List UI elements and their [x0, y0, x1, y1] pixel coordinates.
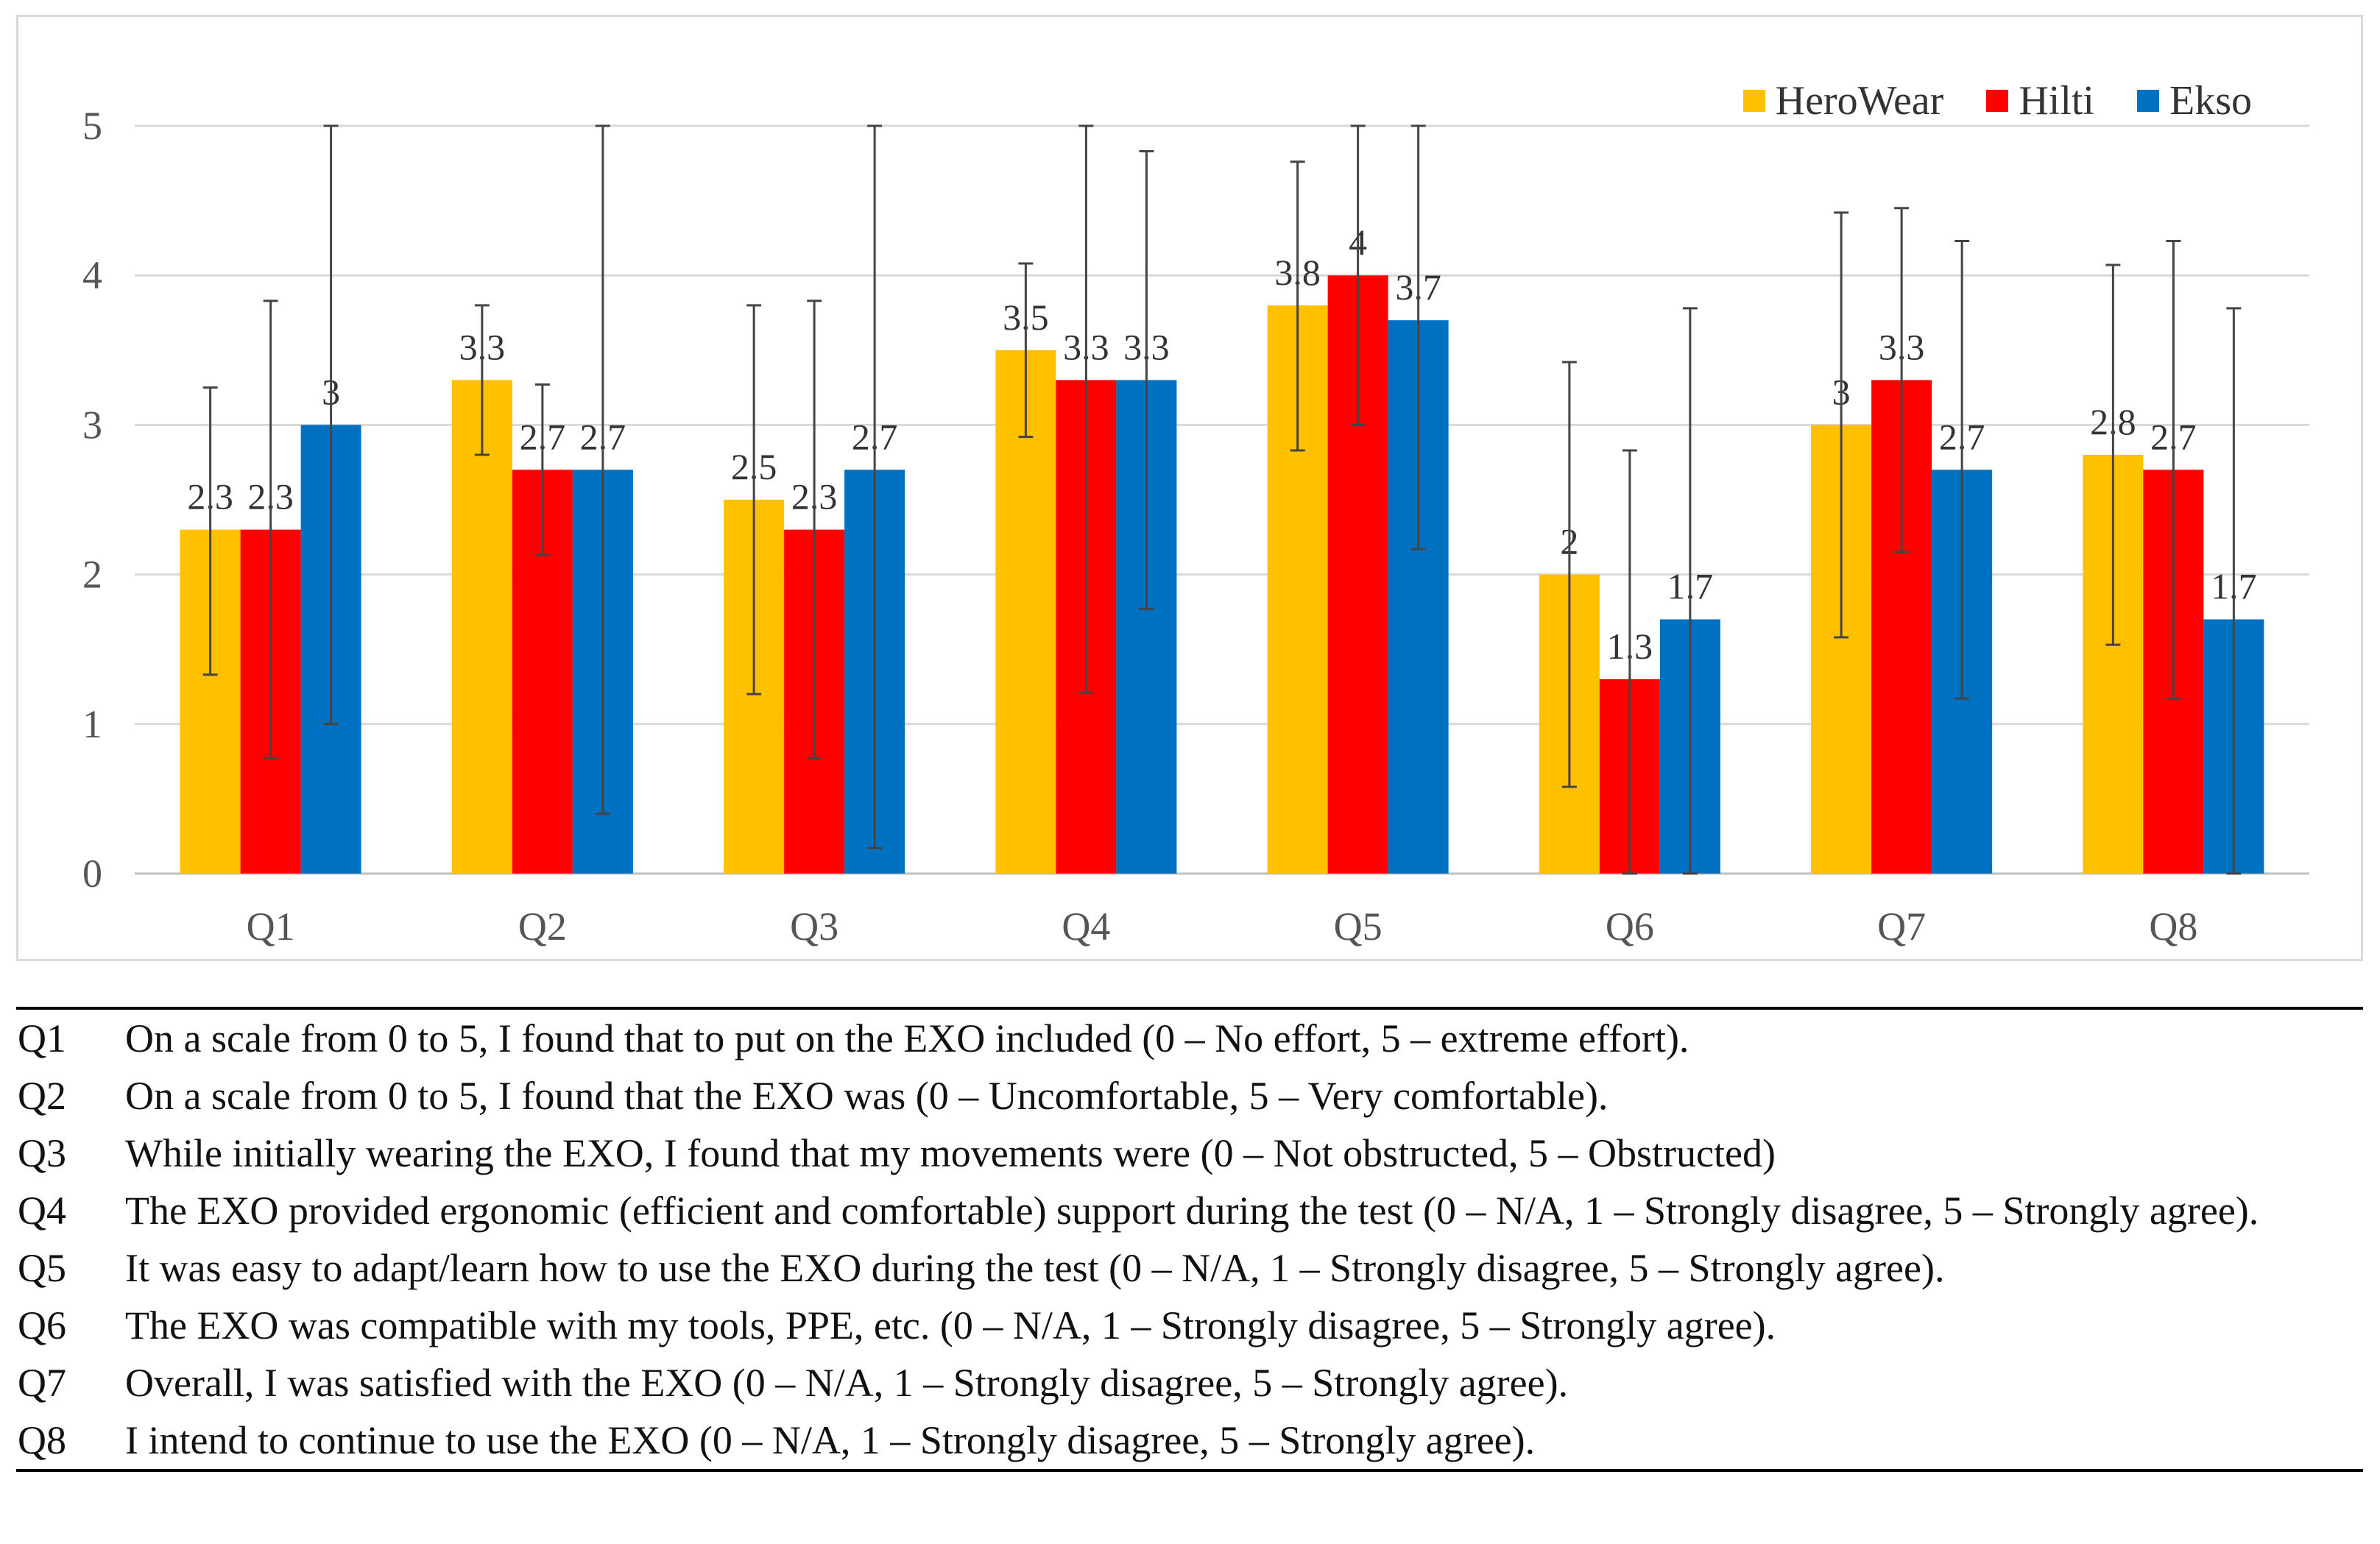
- table-bottom-rule: [16, 1469, 2363, 1472]
- question-row: Q8 I intend to continue to use the EXO (…: [16, 1412, 2363, 1469]
- question-text: While initially wearing the EXO, I found…: [125, 1131, 1776, 1175]
- y-tick-label: 1: [82, 702, 102, 746]
- question-row: Q5 It was easy to adapt/learn how to use…: [16, 1239, 2363, 1297]
- question-row: Q1 On a scale from 0 to 5, I found that …: [16, 1010, 2363, 1067]
- question-text: On a scale from 0 to 5, I found that to …: [125, 1016, 1689, 1060]
- question-id: Q3: [18, 1131, 66, 1175]
- chart-legend: HeroWear Hilti Ekso: [1742, 77, 2252, 124]
- question-row: Q4 The EXO provided ergonomic (efficient…: [16, 1182, 2363, 1239]
- question-row: Q3 While initially wearing the EXO, I fo…: [16, 1125, 2363, 1182]
- x-tick-label: Q1: [247, 904, 295, 949]
- legend-swatch-herowear: [1742, 90, 1765, 112]
- question-row: Q7 Overall, I was satisfied with the EXO…: [16, 1354, 2363, 1412]
- x-tick-label: Q7: [1877, 904, 1926, 949]
- legend-item-herowear[interactable]: HeroWear: [1742, 77, 1944, 124]
- table-top-rule: [16, 1007, 2363, 1010]
- legend-item-ekso[interactable]: Ekso: [2137, 77, 2252, 124]
- x-tick-label: Q5: [1334, 904, 1383, 949]
- question-id: Q4: [18, 1189, 66, 1233]
- x-tick-label: Q6: [1606, 904, 1654, 949]
- question-text: I intend to continue to use the EXO (0 –…: [125, 1418, 1536, 1462]
- question-text: The EXO was compatible with my tools, PP…: [125, 1303, 1776, 1348]
- legend-label-hilti: Hilti: [2019, 78, 2094, 124]
- question-id: Q1: [18, 1016, 66, 1060]
- question-legend-table: Q1 On a scale from 0 to 5, I found that …: [16, 1007, 2363, 1472]
- bar-herowear-q2: [451, 380, 512, 874]
- y-tick-label: 4: [82, 253, 102, 297]
- question-id: Q6: [18, 1303, 66, 1348]
- y-tick-label: 0: [82, 851, 102, 896]
- legend-label-ekso: Ekso: [2169, 78, 2252, 124]
- question-text: It was easy to adapt/learn how to use th…: [125, 1246, 1945, 1290]
- question-id: Q7: [18, 1361, 66, 1405]
- x-tick-label: Q8: [2149, 904, 2197, 949]
- x-tick-label: Q3: [790, 904, 838, 949]
- y-tick-label: 2: [82, 553, 102, 597]
- question-id: Q2: [18, 1074, 66, 1118]
- y-tick-label: 3: [82, 403, 102, 447]
- y-tick-label: 5: [82, 104, 102, 148]
- question-row: Q6 The EXO was compatible with my tools,…: [16, 1297, 2363, 1354]
- question-text: Overall, I was satisfied with the EXO (0…: [125, 1361, 1569, 1405]
- question-id: Q5: [18, 1246, 66, 1290]
- x-tick-label: Q4: [1062, 904, 1110, 949]
- question-id: Q8: [18, 1418, 66, 1462]
- x-tick-label: Q2: [518, 904, 567, 949]
- question-row: Q2 On a scale from 0 to 5, I found that …: [16, 1067, 2363, 1125]
- legend-swatch-ekso: [2137, 90, 2159, 112]
- legend-swatch-hilti: [1986, 90, 2009, 112]
- legend-item-hilti[interactable]: Hilti: [1986, 77, 2094, 124]
- chart-frame: 0 1 2 3 4 5 2.3 2.3 3 Q1 3.3 2.7 2.7 Q2 2.5 2.3 2.7 Q3 3.5…: [16, 15, 2363, 961]
- legend-label-herowear: HeroWear: [1775, 78, 1944, 124]
- question-text: On a scale from 0 to 5, I found that the…: [125, 1074, 1609, 1118]
- question-text: The EXO provided ergonomic (efficient an…: [125, 1189, 2259, 1233]
